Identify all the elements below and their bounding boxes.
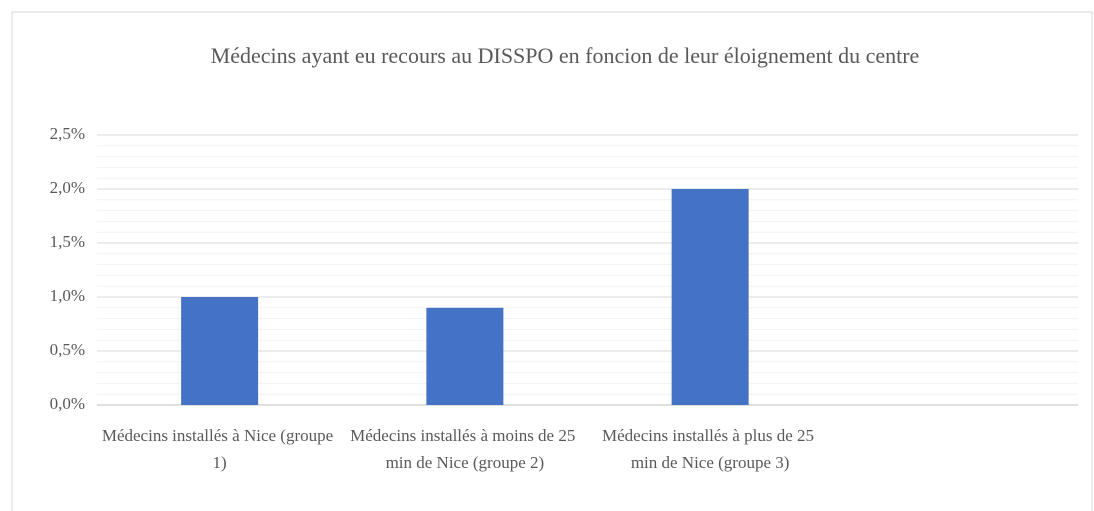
x-tick-label: Médecins installés à Nice (groupe 1) [102, 426, 338, 472]
y-tick-label: 0,5% [50, 340, 85, 359]
bar [671, 189, 749, 405]
y-tick-label: 2,0% [50, 178, 85, 197]
x-tick-label: Médecins installés à moins de 25 min de … [350, 426, 579, 472]
y-tick-label: 1,5% [50, 232, 85, 251]
chart-title: Médecins ayant eu recours au DISSPO en f… [211, 43, 920, 68]
chart-frame [11, 11, 1093, 511]
y-tick-label: 1,0% [50, 286, 85, 305]
x-tick-label: Médecins installés à plus de 25 min de N… [602, 426, 818, 472]
bar [426, 307, 504, 405]
y-tick-label: 2,5% [50, 124, 85, 143]
y-tick-label: 0,0% [50, 394, 85, 413]
bar [181, 297, 259, 405]
